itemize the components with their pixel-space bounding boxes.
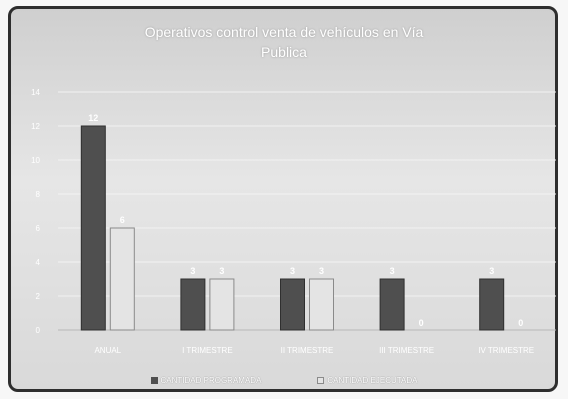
data-label: 6 [120,215,125,225]
x-category-label: ANUAL [94,346,121,355]
chart-legend: CANTIDAD PROGRAMADA CANTIDAD EJECUTADA [0,376,568,385]
chart-title-line-2: Publica [261,44,307,60]
data-label: 3 [219,266,224,276]
legend-swatch-ejecutada [317,377,325,384]
y-tick-label: 2 [36,292,41,301]
y-tick-label: 12 [31,122,40,131]
data-label: 3 [190,266,195,276]
data-label: 0 [419,318,424,328]
y-tick-label: 6 [36,224,41,233]
y-tick-label: 10 [31,156,40,165]
data-label: 3 [390,266,395,276]
y-tick-label: 4 [36,258,41,267]
legend-label-programada: CANTIDAD PROGRAMADA [160,376,262,385]
y-tick-label: 8 [36,190,41,199]
bar-programada [280,278,305,331]
x-category-label: I TRIMESTRE [182,346,233,355]
bar-ejecutada [109,227,135,331]
bar-programada [180,278,206,331]
bar-programada [479,278,505,331]
chart-title-line-1: Operativos control venta de vehículos en… [144,24,424,40]
legend-item-ejecutada: CANTIDAD EJECUTADA [317,376,418,385]
y-tick-label: 14 [31,88,40,97]
data-label: 3 [489,266,494,276]
legend-label-ejecutada: CANTIDAD EJECUTADA [327,376,418,385]
data-label: 3 [290,266,295,276]
x-category-label: III TRIMESTRE [379,346,434,355]
legend-item-programada: CANTIDAD PROGRAMADA [150,376,262,385]
x-category-label: IV TRIMESTRE [478,346,534,355]
data-label: 3 [319,266,324,276]
bar-ejecutada [309,278,334,331]
y-tick-label: 0 [36,326,41,335]
bar-programada [379,278,405,331]
x-category-label: II TRIMESTRE [281,346,334,355]
bar-ejecutada [209,278,235,331]
chart-title: Operativos control venta de vehículos en… [0,22,568,62]
data-label: 12 [88,113,98,123]
bar-programada [80,125,106,331]
legend-swatch-programada [150,377,158,384]
data-label: 0 [518,318,523,328]
